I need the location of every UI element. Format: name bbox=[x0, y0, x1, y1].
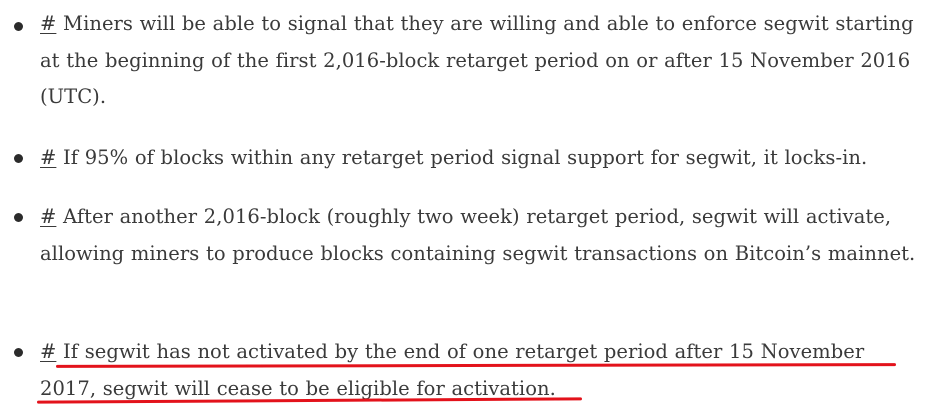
list-item-content: If segwit has not activated by the end o… bbox=[40, 340, 865, 400]
permalink-anchor[interactable]: # bbox=[40, 146, 57, 169]
list-item-text: # If 95% of blocks within any retarget p… bbox=[40, 140, 916, 177]
permalink-anchor[interactable]: # bbox=[40, 205, 57, 228]
list-item-content: If 95% of blocks within any retarget per… bbox=[63, 146, 868, 169]
bullet-icon bbox=[14, 348, 23, 357]
list-item-text: # After another 2,016-block (roughly two… bbox=[40, 199, 916, 272]
list-item-content: Miners will be able to signal that they … bbox=[40, 12, 914, 108]
permalink-anchor[interactable]: # bbox=[40, 12, 57, 35]
list-item-text: # Miners will be able to signal that the… bbox=[40, 6, 916, 116]
bullet-icon bbox=[14, 154, 23, 163]
bullet-icon bbox=[14, 22, 23, 31]
list-item-text: # If segwit has not activated by the end… bbox=[40, 334, 916, 407]
bullet-icon bbox=[14, 213, 23, 222]
permalink-anchor[interactable]: # bbox=[40, 340, 57, 363]
list-item-content: After another 2,016-block (roughly two w… bbox=[40, 205, 916, 265]
